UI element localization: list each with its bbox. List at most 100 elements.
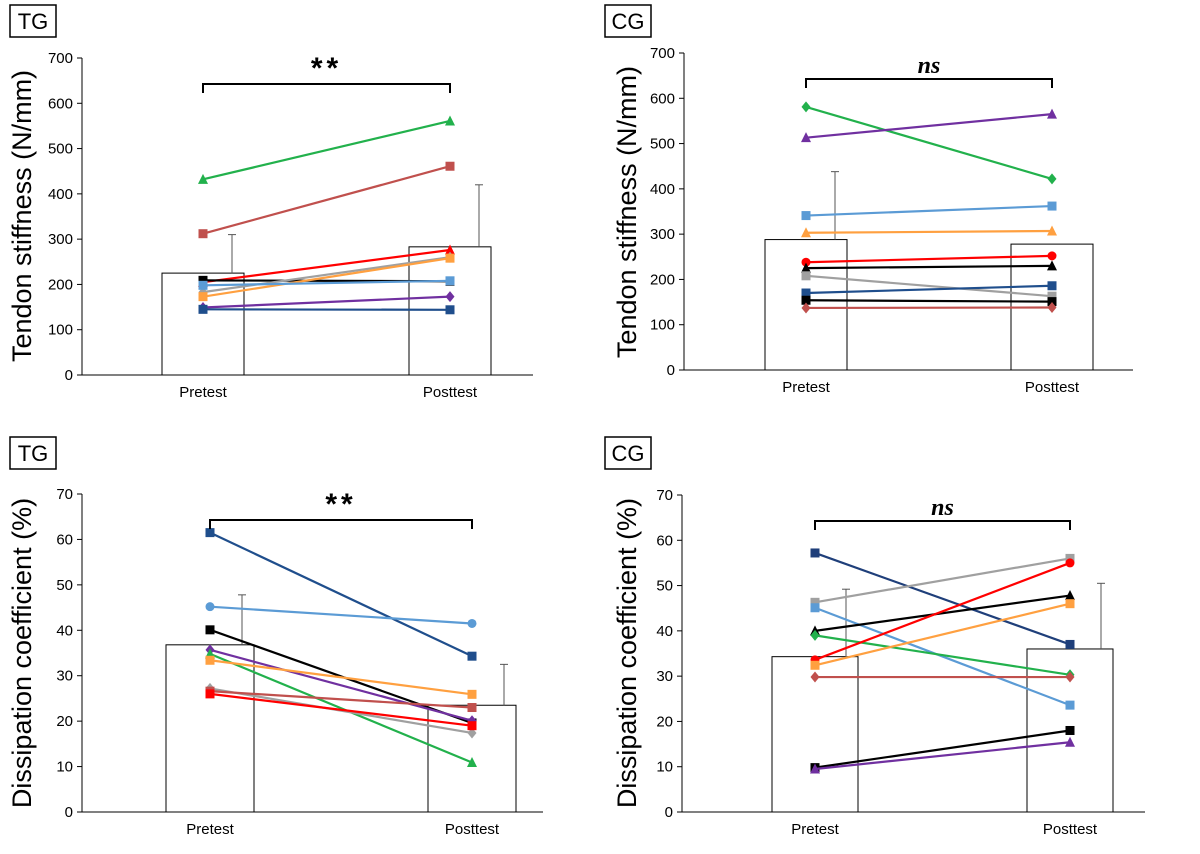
data-point-posttest: [1065, 736, 1075, 747]
data-point-posttest: [467, 727, 477, 739]
series-subject-9: [205, 689, 477, 731]
data-point-pretest: [198, 275, 208, 285]
data-point-pretest: [810, 763, 820, 774]
series-line: [805, 264, 1053, 270]
data-point-pretest: [801, 132, 811, 143]
series-subject-2: [205, 602, 477, 628]
data-point-pretest: [801, 257, 811, 267]
data-point-pretest: [198, 173, 208, 184]
y-tick-label: 30: [656, 668, 673, 685]
series-subject-6: [801, 260, 1057, 273]
data-point-posttest: [1065, 558, 1075, 568]
y-tick-label: 600: [48, 95, 73, 112]
data-point-pretest: [801, 271, 811, 281]
series-subject-2: [198, 161, 455, 239]
data-point-pretest: [198, 292, 208, 302]
data-point-posttest: [467, 689, 477, 699]
y-tick-label: 10: [56, 759, 73, 776]
y-tick-label: 20: [56, 713, 73, 730]
series-subject-10: [801, 302, 1057, 314]
series-subject-5: [801, 251, 1057, 267]
x-category-label-pretest: Pretest: [179, 384, 227, 401]
series-line: [209, 531, 473, 658]
y-tick-label: 40: [656, 623, 673, 640]
data-point-pretest: [810, 548, 820, 558]
y-tick-label: 70: [56, 486, 73, 503]
data-point-posttest: [1047, 302, 1057, 314]
data-point-posttest: [445, 253, 455, 263]
data-point-pretest: [205, 625, 215, 635]
data-point-posttest: [1047, 108, 1057, 119]
x-category-label-posttest: Posttest: [1025, 379, 1080, 396]
data-point-pretest: [801, 227, 811, 238]
series-line: [814, 741, 1071, 771]
bracket-line: [805, 78, 1053, 88]
series-line: [202, 119, 451, 181]
group-tag-label: CG: [612, 441, 645, 466]
data-point-pretest: [801, 101, 811, 113]
series-subject-2: [810, 553, 1075, 607]
series-line: [209, 692, 473, 727]
x-category-label-posttest: Posttest: [445, 821, 500, 838]
y-tick-label: 200: [48, 276, 73, 293]
series-line: [805, 105, 1053, 180]
significance-label: ns: [931, 495, 954, 521]
series-line: [209, 659, 473, 696]
data-point-posttest: [1047, 225, 1057, 236]
data-point-pretest: [810, 603, 820, 613]
y-tick-label: 10: [656, 759, 673, 776]
series-line: [202, 295, 451, 309]
series-subject-7: [198, 276, 455, 290]
series-line: [805, 204, 1053, 217]
x-category-label-pretest: Pretest: [186, 821, 234, 838]
series-line: [805, 254, 1053, 264]
data-point-posttest: [1047, 281, 1057, 291]
bracket-line: [209, 519, 473, 529]
series-line: [805, 299, 1053, 303]
series-line: [814, 729, 1071, 769]
y-tick-label: 30: [56, 668, 73, 685]
bracket-line: [814, 520, 1071, 530]
y-tick-label: 70: [656, 487, 673, 504]
significance-label: **: [311, 52, 342, 85]
data-point-pretest: [810, 629, 820, 641]
significance-label: **: [325, 488, 356, 521]
y-tick-label: 40: [56, 622, 73, 639]
group-tag-label: CG: [612, 9, 645, 34]
panel-cg-stiffness: CG Tendon stiffness (N/mm) 0 100 200 300 400 50…: [604, 4, 1133, 396]
series-line: [202, 256, 451, 294]
data-point-posttest: [445, 276, 455, 286]
data-point-pretest: [810, 660, 820, 670]
data-point-posttest: [1047, 251, 1057, 261]
series-line: [814, 557, 1071, 604]
data-point-pretest: [801, 211, 811, 221]
group-tag-box: CG: [604, 436, 652, 470]
y-tick-label: 500: [48, 141, 73, 158]
y-tick-label: 300: [48, 231, 73, 248]
y-tick-label: 700: [650, 45, 675, 62]
mean-bar-pretest: [165, 644, 255, 813]
series-line: [814, 602, 1071, 667]
y-tick-label: 400: [48, 186, 73, 203]
y-tick-label: 0: [667, 362, 675, 379]
y-tick-label: 400: [650, 181, 675, 198]
data-point-pretest: [198, 280, 208, 290]
series-line: [805, 113, 1053, 139]
data-point-pretest: [801, 295, 811, 305]
data-point-pretest: [801, 262, 811, 273]
group-tag-box: TG: [9, 436, 57, 470]
data-point-pretest: [198, 229, 208, 239]
data-point-posttest: [1047, 173, 1057, 185]
group-tag-box: TG: [9, 4, 57, 38]
series-subject-6: [205, 655, 477, 699]
data-point-posttest: [1047, 260, 1057, 271]
data-point-posttest: [467, 756, 477, 767]
y-tick-label: 60: [56, 531, 73, 548]
series-line: [209, 648, 473, 722]
y-tick-label: 200: [650, 271, 675, 288]
data-point-pretest: [810, 597, 820, 607]
data-point-posttest: [445, 115, 455, 126]
series-subject-8: [801, 281, 1057, 298]
group-tag-frame: [604, 4, 652, 38]
